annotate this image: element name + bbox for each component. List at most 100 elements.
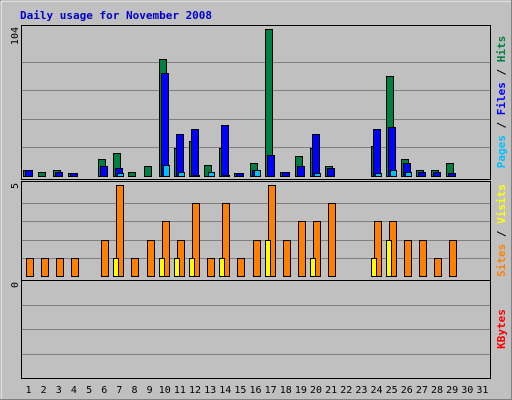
bar-files-day-25 (388, 127, 396, 177)
y-axis-max-label: 104 (10, 27, 21, 45)
x-tick-label-day-14: 14 (219, 385, 231, 396)
bar-sites-day-8 (131, 258, 139, 277)
bar-sites-day-12 (192, 203, 200, 277)
x-tick-label-day-15: 15 (234, 385, 246, 396)
bar-visits-day-25 (386, 240, 392, 277)
bar-pages-day-7 (117, 173, 124, 177)
bar-sites-day-10 (162, 221, 170, 277)
x-tick-label-day-9: 9 (147, 385, 153, 396)
bar-visits-day-14 (219, 258, 225, 277)
bar-files-day-28 (433, 172, 441, 177)
x-tick-label-day-22: 22 (340, 385, 352, 396)
panel-kbytes: 0 KBytes (10, 280, 508, 379)
bar-files-day-17 (267, 155, 275, 177)
x-tick-label-day-21: 21 (325, 385, 337, 396)
bar-files-day-4 (70, 173, 78, 177)
x-tick-label-day-4: 4 (71, 385, 77, 396)
legend-item-kbytes: KBytes (495, 309, 508, 349)
bar-pages-day-14 (223, 175, 230, 177)
bar-sites-day-18 (283, 240, 291, 277)
bar-hits-day-8 (128, 172, 136, 177)
bar-files-day-24 (373, 129, 381, 177)
x-tick-label-day-13: 13 (204, 385, 216, 396)
legend-label: KBytes (495, 309, 508, 349)
bar-files-day-1 (25, 170, 33, 177)
legend-item-hits: Hits (495, 36, 508, 63)
x-tick-label-day-17: 17 (265, 385, 277, 396)
bar-files-day-20 (312, 134, 320, 177)
bar-files-day-11 (176, 134, 184, 177)
bar-sites-day-20 (313, 221, 321, 277)
x-tick-label-day-10: 10 (159, 385, 171, 396)
bar-sites-day-14 (222, 203, 230, 277)
bar-hits-day-9 (144, 166, 152, 177)
y-axis-max-label: 5 (10, 183, 21, 189)
x-tick-label-day-31: 31 (476, 385, 488, 396)
bar-sites-day-7 (116, 185, 124, 277)
bar-files-day-14 (221, 125, 229, 177)
legend-label: Sites / Visits (495, 184, 508, 277)
x-tick-label-day-7: 7 (116, 385, 122, 396)
bar-visits-day-11 (174, 258, 180, 277)
panel-hits-files-pages: 104 Pages / Files / Hits (10, 25, 508, 180)
x-tick-label-day-25: 25 (386, 385, 398, 396)
bar-sites-day-17 (268, 185, 276, 277)
bar-files-day-29 (448, 173, 456, 177)
bar-pages-day-25 (390, 170, 397, 177)
bar-sites-day-21 (328, 203, 336, 277)
legend-item-: / (495, 224, 508, 244)
x-tick-label-day-24: 24 (371, 385, 383, 396)
bar-hits-day-2 (38, 172, 46, 177)
x-tick-label-day-2: 2 (41, 385, 47, 396)
x-tick-label-day-8: 8 (131, 385, 137, 396)
x-tick-label-day-11: 11 (174, 385, 186, 396)
x-tick-label-day-28: 28 (431, 385, 443, 396)
legend-item-pages: Pages (495, 135, 508, 168)
bar-sites-day-15 (237, 258, 245, 277)
bar-pages-day-16 (254, 170, 261, 177)
legend-item-sites: Sites (495, 244, 508, 277)
bar-pages-day-11 (178, 172, 185, 177)
bar-visits-day-10 (159, 258, 165, 277)
bar-files-day-27 (418, 172, 426, 177)
bar-visits-day-20 (310, 258, 316, 277)
bar-files-day-6 (100, 166, 108, 177)
x-tick-label-day-1: 1 (26, 385, 32, 396)
bar-pages-day-20 (314, 173, 321, 177)
legend-item-: / (495, 115, 508, 135)
x-tick-label-day-23: 23 (355, 385, 367, 396)
legend-item-: / (495, 62, 508, 82)
bar-sites-day-3 (56, 258, 64, 277)
bar-sites-day-9 (147, 240, 155, 277)
x-tick-label-day-12: 12 (189, 385, 201, 396)
bar-sites-day-26 (404, 240, 412, 277)
x-tick-label-day-20: 20 (310, 385, 322, 396)
bar-sites-day-28 (434, 258, 442, 277)
bar-visits-day-24 (371, 258, 377, 277)
legend-label: Pages / Files / Hits (495, 36, 508, 169)
bar-pages-day-12 (193, 175, 200, 177)
x-axis-labels: 1 2 3 4 5 6 7 8 9 10 11 12 13 14 15 16 17 18 19 20 21 22 23 24 2… (26, 385, 489, 396)
bar-files-day-10 (161, 73, 169, 177)
bar-pages-day-10 (163, 165, 170, 177)
x-tick-label-day-26: 26 (401, 385, 413, 396)
chart-title: Daily usage for November 2008 (20, 9, 212, 22)
panel-visits-sites: 5 Sites / Visits (10, 181, 508, 281)
x-tick-label-day-27: 27 (416, 385, 428, 396)
x-tick-label-day-5: 5 (86, 385, 92, 396)
bar-sites-day-1 (26, 258, 34, 277)
bar-visits-day-12 (189, 258, 195, 277)
y-axis-max-label: 0 (10, 282, 21, 288)
bar-sites-day-16 (253, 240, 261, 277)
x-tick-label-day-18: 18 (280, 385, 292, 396)
legend-item-visits: Visits (495, 184, 508, 224)
x-tick-label-day-30: 30 (461, 385, 473, 396)
x-tick-label-day-19: 19 (295, 385, 307, 396)
x-tick-label-day-3: 3 (56, 385, 62, 396)
bar-sites-day-19 (298, 221, 306, 277)
bar-sites-day-13 (207, 258, 215, 277)
x-tick-label-day-6: 6 (101, 385, 107, 396)
bar-files-day-12 (191, 129, 199, 177)
